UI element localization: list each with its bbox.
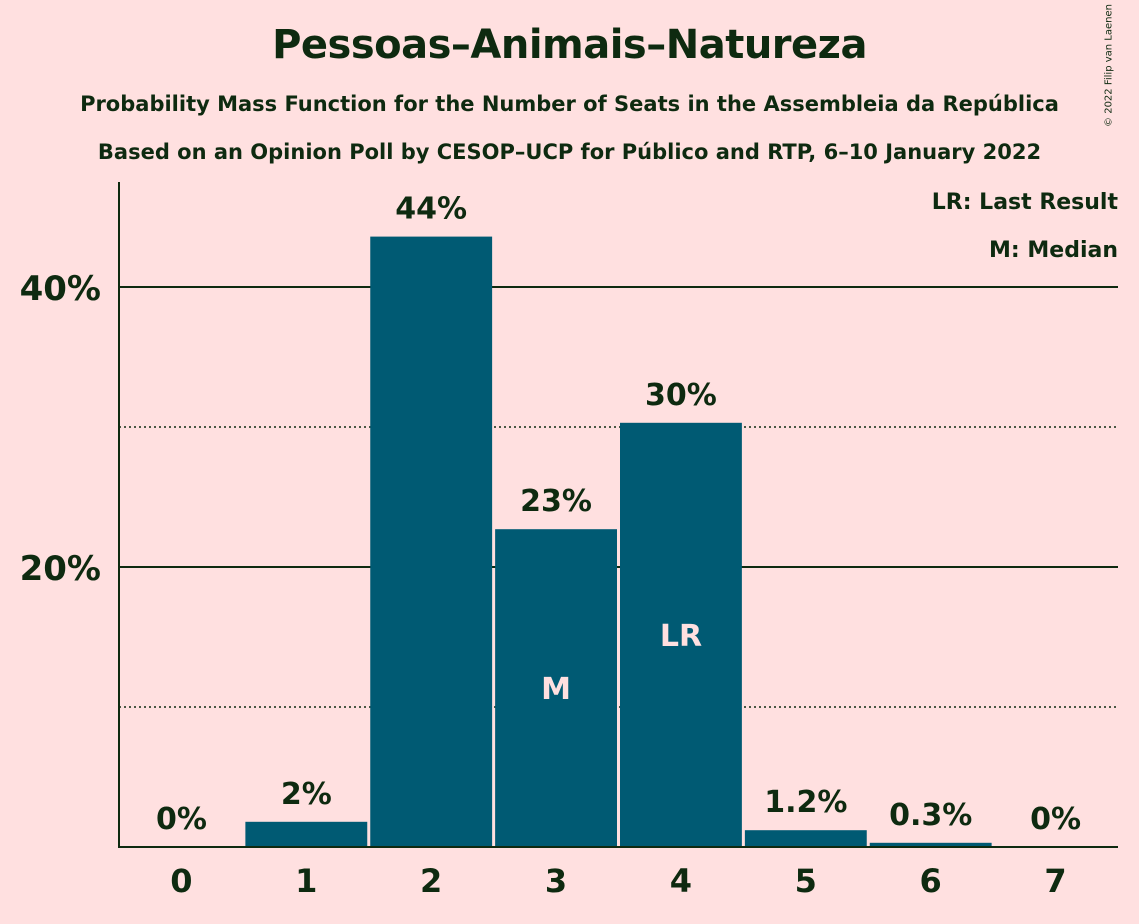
data-label: 0.3% <box>889 798 972 833</box>
chart-subtitle-line2: Based on an Opinion Poll by CESOP–UCP fo… <box>97 140 1042 164</box>
data-label: 0% <box>1030 802 1081 837</box>
x-tick-label: 2 <box>420 862 442 900</box>
labels: 20% 40% 0% 0 2% 1 44% 2 23% M 3 30% LR 4 1.2% 5 0.3% 6 0% 7 <box>20 192 1081 900</box>
data-label: 23% <box>520 484 592 519</box>
last-result-marker: LR <box>660 619 702 654</box>
y-tick-label: 20% <box>20 549 101 589</box>
legend: LR: Last Result M: Median <box>932 190 1119 263</box>
x-tick-label: 1 <box>295 862 317 900</box>
x-tick-label: 7 <box>1044 862 1066 900</box>
data-label: 0% <box>156 802 207 837</box>
data-label: 44% <box>395 192 467 227</box>
chart-title: Pessoas–Animais–Natureza <box>272 22 867 68</box>
x-tick-label: 5 <box>795 862 817 900</box>
legend-median: M: Median <box>989 238 1118 263</box>
median-marker: M <box>541 672 571 707</box>
bar <box>869 842 992 847</box>
legend-last-result: LR: Last Result <box>932 190 1119 215</box>
bar <box>245 821 368 847</box>
data-label: 2% <box>281 777 332 812</box>
chart-subtitle-line1: Probability Mass Function for the Number… <box>80 92 1059 116</box>
axes <box>118 182 1118 848</box>
y-tick-label: 40% <box>20 269 101 309</box>
data-label: 1.2% <box>764 785 847 820</box>
x-tick-label: 0 <box>170 862 192 900</box>
bar <box>744 830 867 847</box>
x-tick-label: 4 <box>670 862 692 900</box>
data-label: 30% <box>645 378 717 413</box>
x-tick-label: 6 <box>920 862 942 900</box>
bars <box>245 236 992 848</box>
bar <box>370 236 493 848</box>
bar <box>620 422 742 847</box>
gridlines <box>119 286 1118 708</box>
bar <box>495 529 617 847</box>
x-tick-label: 3 <box>545 862 567 900</box>
